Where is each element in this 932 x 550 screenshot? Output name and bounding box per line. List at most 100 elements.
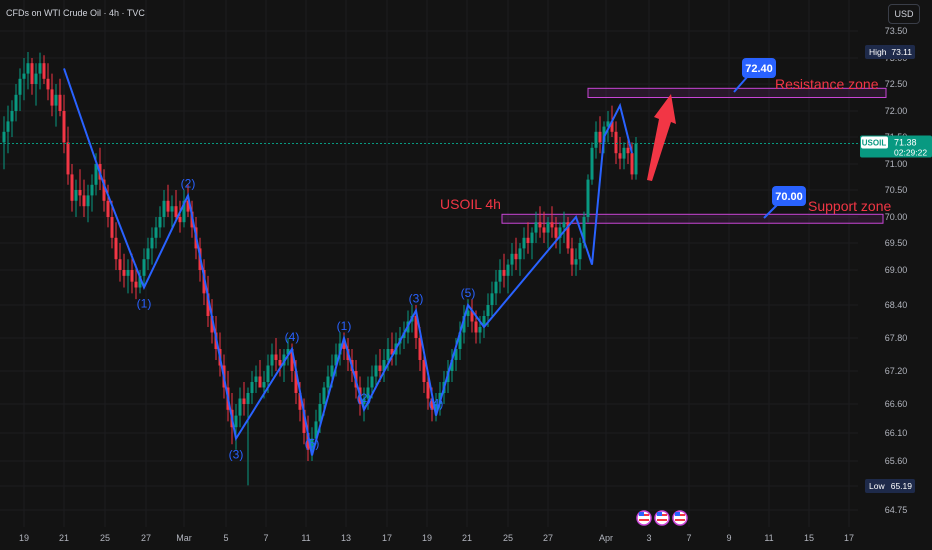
- time-tick-label: 9: [726, 533, 731, 543]
- price-tick-label: 70.50: [885, 185, 908, 195]
- candle: [6, 105, 10, 154]
- candle: [254, 365, 258, 393]
- badge-value: 73.11: [891, 47, 912, 57]
- candle-body: [386, 349, 390, 360]
- elliott-waves: (2) (4) (5) (1) (2) (3) (4) (5) (1) (3): [63, 68, 633, 462]
- candle: [542, 211, 546, 243]
- candle-body: [274, 354, 278, 360]
- wave-label: (4): [285, 330, 300, 344]
- candle: [554, 217, 558, 249]
- candle: [462, 305, 466, 344]
- us-flag-icon: [672, 510, 688, 526]
- candle-body: [518, 248, 522, 260]
- candle: [278, 349, 282, 377]
- candle: [382, 349, 386, 382]
- candle: [234, 404, 238, 450]
- candle: [78, 169, 82, 207]
- candle-body: [466, 310, 470, 316]
- candle: [518, 243, 522, 276]
- candle: [362, 387, 366, 422]
- time-tick-label: 25: [503, 533, 513, 543]
- candle: [590, 142, 594, 185]
- candle: [118, 243, 122, 282]
- candle: [526, 222, 530, 254]
- candle-body: [298, 393, 302, 410]
- candle: [270, 343, 274, 377]
- time-axis[interactable]: 19 21 25 27 Mar 5 7 11 13 17 19 21 25 27 Apr 3 7 9 11 15 17: [19, 533, 854, 543]
- candle-body: [130, 270, 134, 282]
- flag-stripe: [657, 519, 667, 521]
- candle: [58, 78, 62, 117]
- candle-body: [602, 126, 606, 143]
- candle-body: [486, 305, 490, 316]
- candles: [2, 52, 638, 486]
- price-tick-label: 72.50: [885, 79, 908, 89]
- support-callout: 70.00: [763, 186, 806, 219]
- candle-body: [630, 153, 634, 175]
- candle: [46, 63, 50, 101]
- time-tick-label: 21: [462, 533, 472, 543]
- support-zone-label: Support zone: [808, 198, 891, 214]
- candle-body: [618, 153, 622, 159]
- candle: [562, 211, 566, 243]
- candle: [18, 68, 22, 111]
- badge-bg: [865, 45, 915, 60]
- candle-body: [170, 206, 174, 212]
- candle-body: [622, 147, 626, 159]
- candle-body: [302, 409, 306, 433]
- resistance-zone-label: Resistance zone: [775, 76, 879, 92]
- time-tick-label: 19: [422, 533, 432, 543]
- candle: [166, 184, 170, 217]
- candle-body: [142, 259, 146, 276]
- candle: [586, 174, 590, 223]
- chart-header-title: CFDs on WTI Crude Oil · 4h · TVC: [6, 8, 145, 18]
- candle-body: [162, 200, 166, 217]
- candle-body: [482, 316, 486, 327]
- candle: [530, 227, 534, 260]
- time-tick-label: 15: [804, 533, 814, 543]
- candle: [186, 184, 190, 217]
- time-tick-label: Apr: [599, 533, 613, 543]
- candle: [162, 190, 166, 228]
- candle-body: [114, 237, 118, 260]
- wave-label: (4): [429, 397, 444, 411]
- symbol-label: USOIL: [862, 138, 887, 147]
- candle-body: [626, 147, 630, 154]
- price-axis[interactable]: 73.5073.0072.5072.0071.5071.0070.5070.00…: [885, 26, 908, 515]
- candle-body: [330, 365, 334, 377]
- candle-body: [606, 121, 610, 127]
- time-tick-label: 3: [646, 533, 651, 543]
- candle-body: [566, 222, 570, 249]
- candle: [510, 243, 514, 276]
- candle-body: [554, 227, 558, 238]
- candle-body: [94, 164, 98, 185]
- candle: [550, 206, 554, 238]
- time-tick-label: 21: [59, 533, 69, 543]
- flag-canton: [639, 512, 644, 516]
- candle: [122, 253, 126, 288]
- candle: [250, 371, 254, 404]
- candle: [622, 142, 626, 170]
- candle-body: [210, 316, 214, 333]
- flag-canton: [657, 512, 662, 516]
- candle-body: [150, 237, 154, 249]
- candle: [274, 338, 278, 371]
- candle: [90, 174, 94, 212]
- candle-body: [10, 111, 14, 122]
- candle-body: [158, 217, 162, 228]
- wave-label: (2): [181, 176, 196, 190]
- candle-body: [62, 111, 66, 143]
- candle-body: [370, 376, 374, 388]
- candle: [498, 259, 502, 294]
- candle: [450, 349, 454, 382]
- candle-body: [138, 275, 142, 288]
- candle-body: [498, 270, 502, 282]
- price-tick-label: 72.00: [885, 106, 908, 116]
- price-tick-label: 64.75: [885, 505, 908, 515]
- support-zone: [501, 213, 884, 224]
- symbol-chip: [861, 136, 888, 149]
- candle: [102, 169, 106, 212]
- candle-body: [418, 338, 422, 360]
- currency-button[interactable]: USD: [888, 4, 920, 24]
